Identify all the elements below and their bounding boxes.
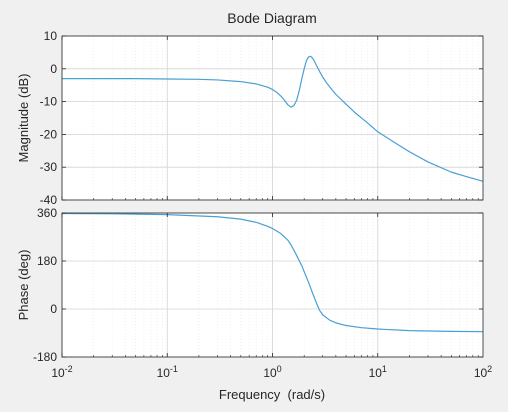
magnitude-y-label: Magnitude (dB) [16,74,31,163]
frequency-x-ticks: 10-2 10-1 100 101 102 [51,364,492,380]
y-tick-label: -20 [40,127,58,141]
chart-title: Bode Diagram [227,10,317,26]
phase-y-ticks: 360 180 0 -180 [33,206,483,364]
x-tick-label: 102 [474,364,492,380]
y-tick-label: 10 [44,29,58,43]
phase-y-label: Phase (deg) [16,250,31,321]
y-tick-label: 180 [37,254,57,268]
x-tick-label: 101 [369,364,387,380]
y-tick-label: -30 [40,160,58,174]
y-tick-label: 0 [50,302,57,316]
x-tick-label: 10-2 [51,364,72,380]
y-tick-label: -180 [33,350,57,364]
y-tick-label: -10 [40,95,58,109]
phase-panel: 360 180 0 -180 Phase (deg) [16,206,484,364]
y-tick-label: -40 [40,193,58,207]
magnitude-panel: 10 0 -10 -20 -30 -40 Magnitude (dB) [16,29,484,207]
phase-series [61,212,484,333]
x-tick-label: 10-1 [157,364,178,380]
magnitude-series [62,55,484,182]
y-tick-label: 0 [50,62,57,76]
x-axis-label: Frequency (rad/s) [219,387,325,402]
y-tick-label: 360 [37,206,57,220]
series-line [61,212,484,333]
x-tick-label: 100 [263,364,281,380]
magnitude-y-ticks: 10 0 -10 -20 -30 -40 [40,29,483,207]
series-line [62,55,484,182]
